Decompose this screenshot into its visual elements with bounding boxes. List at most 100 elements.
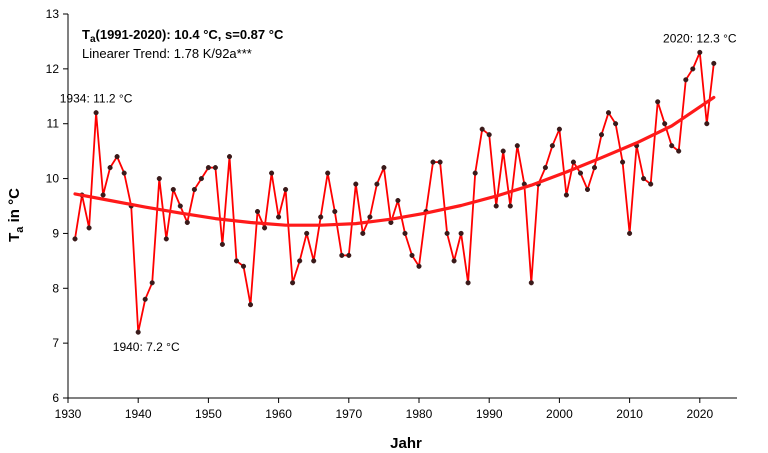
data-point <box>549 143 555 149</box>
data-point <box>444 230 450 236</box>
data-point <box>142 296 148 302</box>
data-point <box>563 192 569 198</box>
trend-curve <box>73 95 716 227</box>
data-point <box>177 203 183 209</box>
data-point <box>662 121 668 127</box>
y-tick-label: 10 <box>46 172 60 186</box>
data-point <box>240 263 247 269</box>
axes: 6 7 8 9 10 11 12 13 1930 1940 1950 1960 1970 1980 199… <box>46 7 737 421</box>
data-point <box>690 66 696 72</box>
data-point <box>184 219 190 226</box>
stats-line-1-prefix: T <box>82 27 90 42</box>
data-point <box>191 186 197 193</box>
data-point <box>339 252 345 258</box>
y-tick-label: 9 <box>52 226 59 240</box>
data-point <box>711 60 717 66</box>
data-point <box>121 170 127 176</box>
data-point <box>367 214 373 220</box>
data-point <box>114 154 120 160</box>
data-point <box>290 280 296 286</box>
y-tick-label: 11 <box>47 117 60 131</box>
data-point <box>514 143 520 149</box>
data-point <box>269 170 275 176</box>
x-tick-label: 1970 <box>335 407 362 421</box>
data-point <box>430 159 436 165</box>
series-line-annual-mean <box>74 51 715 334</box>
data-point <box>613 121 619 127</box>
data-point <box>669 143 675 149</box>
data-point <box>163 236 169 242</box>
data-point <box>697 49 703 55</box>
data-point <box>135 329 141 335</box>
data-point <box>542 165 548 171</box>
y-axis-title-unit: in °C <box>6 188 23 227</box>
data-point <box>683 77 689 83</box>
data-point <box>254 208 261 215</box>
x-tick-label: 2000 <box>546 407 573 421</box>
data-point <box>346 252 352 258</box>
data-point <box>353 181 359 187</box>
data-point <box>297 258 303 264</box>
y-axis-title-main: T <box>6 233 23 242</box>
data-point <box>704 121 710 127</box>
data-point <box>93 110 99 116</box>
data-point <box>676 148 682 154</box>
data-point <box>149 280 155 286</box>
x-tick-label: 2020 <box>686 407 713 421</box>
x-tick-label: 1940 <box>125 407 152 421</box>
x-tick-label: 1960 <box>265 407 292 421</box>
data-point <box>584 186 591 193</box>
x-ticks: 1930 1940 1950 1960 1970 1980 1990 2000 2010 2020 <box>55 398 713 421</box>
x-tick-label: 1980 <box>406 407 433 421</box>
data-point <box>641 176 647 182</box>
data-point <box>156 176 162 182</box>
data-point <box>620 159 626 165</box>
data-point <box>479 126 485 132</box>
data-point <box>416 263 422 269</box>
data-point <box>283 186 289 193</box>
data-point <box>381 165 387 171</box>
annotation-label: 1934: 11.2 °C <box>60 92 133 106</box>
x-tick-label: 1930 <box>55 407 82 421</box>
data-point <box>598 132 605 138</box>
data-point <box>500 148 506 154</box>
data-point <box>472 170 478 176</box>
y-tick-label: 7 <box>52 336 59 350</box>
data-point <box>493 203 499 209</box>
annotation-layer: 1934: 11.2 °C 1940: 7.2 °C 2020: 12.3 °C <box>60 31 737 354</box>
data-point <box>100 192 106 198</box>
stats-line-2: Linearer Trend: 1.78 K/92a*** <box>82 46 252 61</box>
data-point <box>219 241 225 247</box>
data-point <box>458 230 464 236</box>
data-point <box>591 165 598 171</box>
y-axis-title-sub: a <box>14 226 26 233</box>
annotation-label: 2020: 12.3 °C <box>663 31 737 45</box>
annotation-label: 1940: 7.2 °C <box>113 340 180 354</box>
data-point <box>198 176 204 182</box>
data-point <box>605 110 612 116</box>
data-point <box>409 252 415 258</box>
data-point <box>507 203 513 209</box>
data-point <box>655 99 661 105</box>
series-layer <box>74 51 715 334</box>
x-tick-label: 2010 <box>616 407 643 421</box>
stats-line-1-rest: (1991-2020): 10.4 °C, s=0.87 °C <box>96 27 284 42</box>
data-point <box>325 170 331 176</box>
data-point <box>648 181 654 187</box>
x-tick-label: 1990 <box>476 407 503 421</box>
data-point <box>107 165 113 171</box>
data-point <box>528 280 534 286</box>
data-point <box>226 154 233 160</box>
data-point <box>247 302 254 308</box>
data-point <box>395 197 401 204</box>
data-point <box>318 214 324 220</box>
data-point <box>402 230 408 236</box>
trend-layer <box>73 95 716 227</box>
data-point <box>304 230 310 236</box>
y-tick-label: 8 <box>52 281 59 295</box>
y-tick-label: 13 <box>46 7 60 21</box>
data-point <box>465 280 471 286</box>
x-tick-label: 1950 <box>195 407 222 421</box>
data-point <box>577 170 584 176</box>
